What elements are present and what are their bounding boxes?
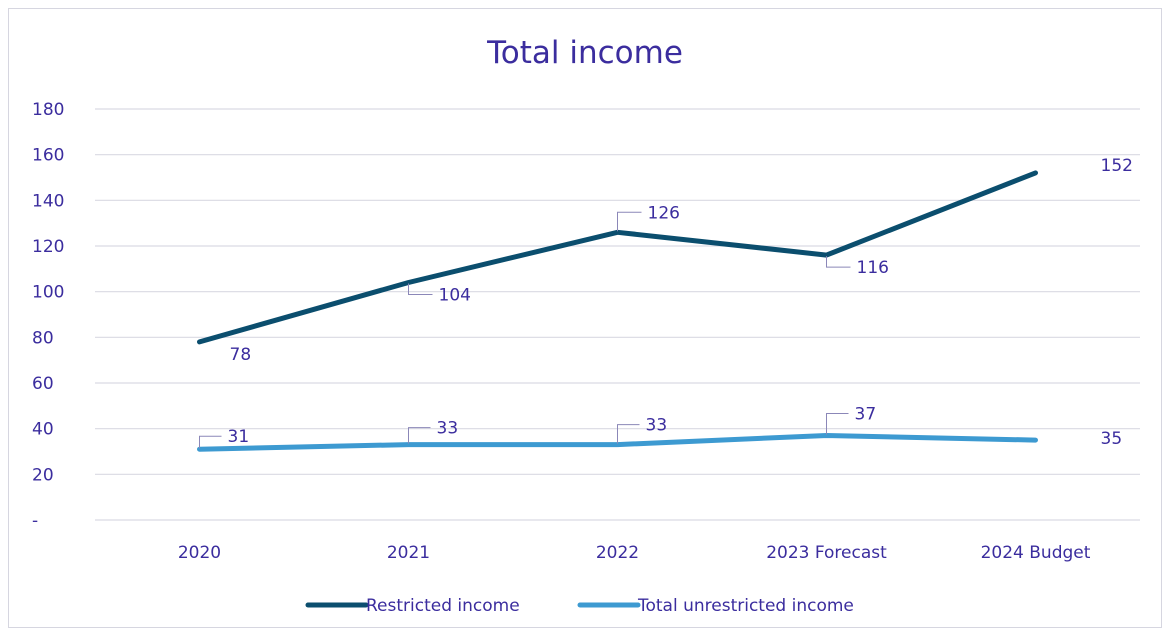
y-tick-label: - [32,511,38,531]
label-leader [199,435,222,449]
data-label: 33 [437,419,459,439]
series-line-1 [197,170,1038,345]
y-tick-label: 20 [32,465,54,485]
y-axis-ticks: - 20 40 60 80 100 120 140 160 180 [32,100,64,531]
label-leader [826,256,851,268]
legend: Restricted income Total unrestricted inco… [305,596,854,616]
legend-label: Total unrestricted income [637,596,854,616]
x-axis-ticks: 2020 2021 2022 2023 Forecast 2024 Budget [178,543,1091,563]
data-label: 116 [857,258,889,278]
y-tick-label: 160 [32,146,64,166]
data-label: 35 [1101,429,1123,449]
chart-title: Total income [487,35,683,71]
label-leader [617,211,642,232]
x-tick-label: 2023 Forecast [766,543,887,563]
data-label: 126 [648,203,680,223]
data-label: 37 [855,405,877,425]
y-tick-label: 60 [32,374,54,394]
y-tick-label: 180 [32,100,64,120]
label-leader [617,424,640,444]
data-label: 33 [646,416,668,436]
data-label: 31 [228,427,250,447]
series-lines [197,170,1038,452]
series-line-2 [197,433,1038,452]
x-tick-label: 2022 [596,543,639,563]
label-leader [408,427,431,444]
data-label: 152 [1101,156,1133,176]
chart-frame: Total income [8,8,1162,628]
label-leader [826,413,849,435]
legend-label: Restricted income [366,596,520,616]
x-tick-label: 2020 [178,543,221,563]
y-tick-label: 80 [32,328,54,348]
y-tick-label: 140 [32,191,64,211]
x-tick-label: 2021 [387,543,430,563]
label-leader [408,283,433,296]
gridlines [95,108,1140,521]
y-tick-label: 120 [32,237,64,257]
data-label: 78 [230,345,252,365]
data-label: 104 [439,286,471,306]
data-labels: 78 104 126 116 152 31 33 33 37 35 [199,156,1133,449]
y-tick-label: 40 [32,420,54,440]
y-tick-label: 100 [32,283,64,303]
x-tick-label: 2024 Budget [981,543,1091,563]
